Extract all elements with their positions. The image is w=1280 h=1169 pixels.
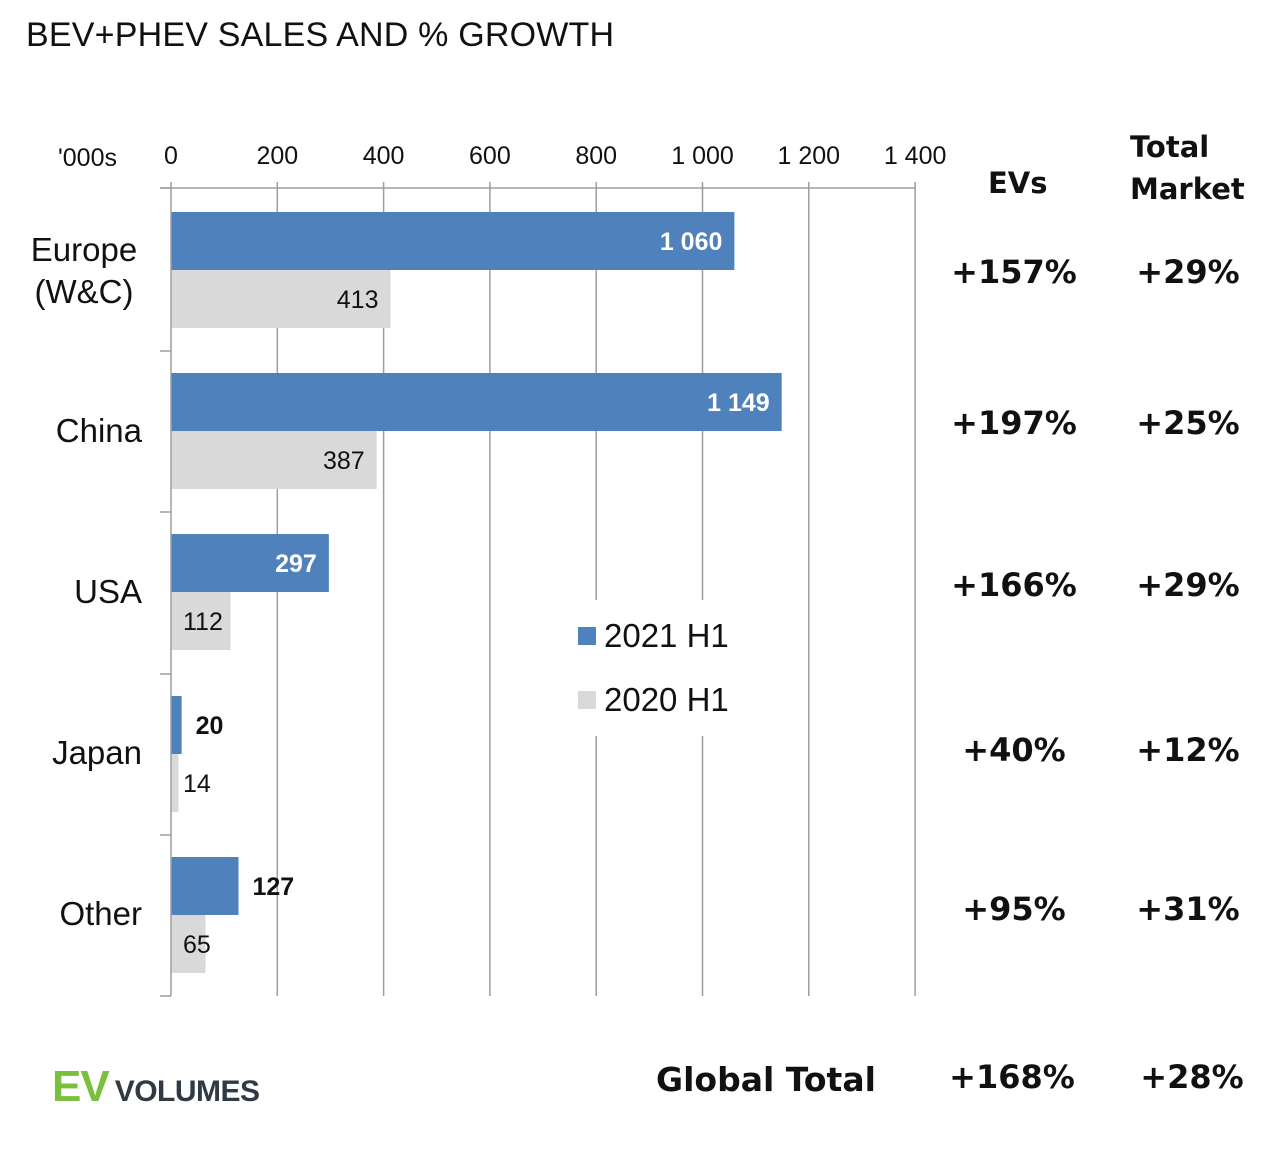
legend-item-2020: 2020 H1 xyxy=(578,668,758,732)
category-label: Japan xyxy=(52,734,142,771)
data-label: 65 xyxy=(183,931,211,959)
total-market-growth: +29% xyxy=(1136,253,1240,291)
evs-growth: +157% xyxy=(951,253,1077,291)
logo-ev-text: EV xyxy=(52,1062,110,1111)
global-total-growth: +28% xyxy=(1140,1058,1244,1096)
ev-volumes-logo: EV VOLUMES xyxy=(52,1062,260,1112)
data-label: 297 xyxy=(275,550,317,578)
bar-2021-4 xyxy=(171,857,239,915)
evs-growth: +166% xyxy=(951,566,1077,604)
logo-volumes-text: VOLUMES xyxy=(114,1075,260,1108)
data-label: 14 xyxy=(183,770,211,798)
evs-growth: +40% xyxy=(962,731,1066,769)
bar-2020-4 xyxy=(171,915,206,973)
bar-2020-2 xyxy=(171,592,231,650)
data-label: 127 xyxy=(253,873,295,901)
data-label: 387 xyxy=(323,447,365,475)
data-label: 1 149 xyxy=(707,389,770,417)
total-market-growth: +25% xyxy=(1136,404,1240,442)
bar-2020-0 xyxy=(171,270,391,328)
x-tick-label: 400 xyxy=(363,142,405,170)
category-label: Europe (W&C) xyxy=(30,231,138,310)
bar-chart: 0 200 400 600 800 1 000 1 200 1 400 1 060 1 149 29… xyxy=(160,142,947,997)
category-label: Other xyxy=(59,895,142,932)
legend-label-2021: 2021 H1 xyxy=(604,617,729,654)
data-label: 20 xyxy=(196,712,224,740)
total-market-growth: +12% xyxy=(1136,731,1240,769)
legend-swatch-2020 xyxy=(578,691,596,709)
category-label: USA xyxy=(74,573,142,610)
evs-growth: +95% xyxy=(962,890,1066,928)
bar-2021-2 xyxy=(171,534,329,592)
chart-title: BEV+PHEV SALES AND % GROWTH xyxy=(26,16,615,54)
total-market-column-header: Total Market xyxy=(1130,130,1245,206)
global-total-label: Global Total xyxy=(656,1060,876,1099)
legend-item-2021: 2021 H1 xyxy=(578,604,758,668)
legend-label-2020: 2020 H1 xyxy=(604,681,729,718)
data-label: 1 060 xyxy=(660,228,723,256)
data-label: 112 xyxy=(183,608,223,636)
x-tick-label: 0 xyxy=(164,142,178,170)
x-tick-label: 1 200 xyxy=(778,142,841,170)
global-evs-growth: +168% xyxy=(949,1058,1075,1096)
total-market-growth: +31% xyxy=(1136,890,1240,928)
bar-2020-3 xyxy=(171,754,179,812)
x-tick-label: 1 400 xyxy=(884,142,947,170)
total-market-growth: +29% xyxy=(1136,566,1240,604)
bar-2020-1 xyxy=(171,431,377,489)
x-tick-label: 200 xyxy=(256,142,298,170)
evs-column-header: EVs xyxy=(988,166,1048,200)
category-label: China xyxy=(55,412,142,449)
bar-2021-3 xyxy=(171,696,182,754)
bar-2021-0 xyxy=(171,212,735,270)
bar-2021-1 xyxy=(171,373,782,431)
x-tick-label: 600 xyxy=(469,142,511,170)
x-tick-label: 800 xyxy=(575,142,617,170)
legend-swatch-2021 xyxy=(578,627,596,645)
legend: 2021 H1 2020 H1 xyxy=(578,600,758,736)
x-tick-label: 1 000 xyxy=(671,142,734,170)
units-label: '000s xyxy=(58,144,117,172)
data-label: 413 xyxy=(337,286,379,314)
evs-growth: +197% xyxy=(951,404,1077,442)
